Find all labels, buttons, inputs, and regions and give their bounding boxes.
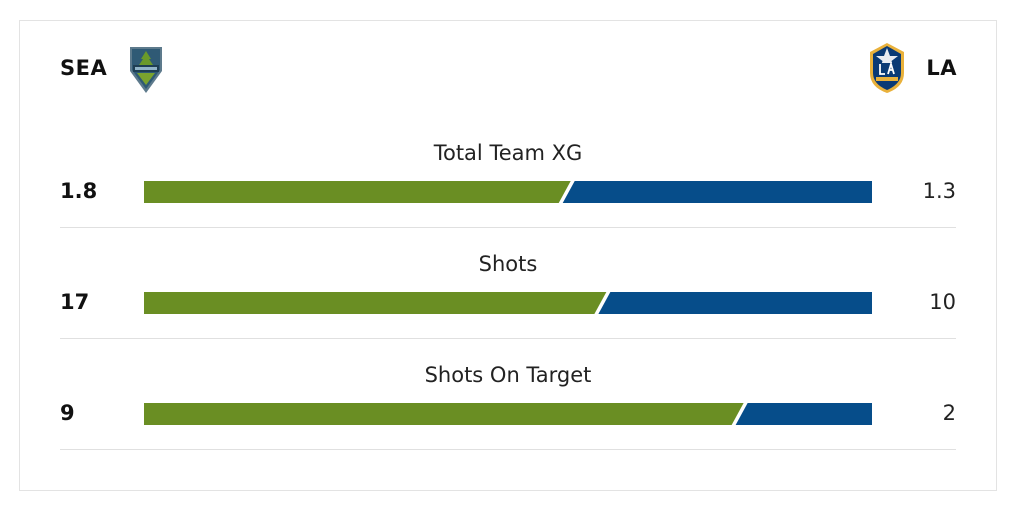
- away-stat-value: 2: [942, 401, 956, 425]
- row-divider: [60, 227, 956, 228]
- row-divider: [60, 449, 956, 450]
- away-bar-segment: [562, 181, 872, 203]
- home-bar-segment: [144, 181, 571, 203]
- home-team-abbr: SEA: [60, 56, 108, 80]
- stat-label: Shots: [478, 252, 538, 276]
- away-stat-value: 1.3: [922, 179, 956, 203]
- comparison-bar: [144, 181, 872, 203]
- stat-row-shots-on-target: Shots On Target 9 2: [60, 339, 956, 450]
- galaxy-crest-icon: [870, 43, 905, 93]
- stat-label: Total Team XG: [433, 141, 583, 165]
- away-team: LA: [868, 40, 957, 96]
- home-stat-value: 1.8: [60, 179, 98, 203]
- away-team-abbr: LA: [926, 56, 957, 80]
- stat-row-total-team-xg: Total Team XG 1.8 1.3: [60, 117, 956, 228]
- away-bar-segment: [735, 403, 872, 425]
- home-team: SEA: [60, 40, 165, 96]
- sounders-crest-icon: [130, 47, 163, 93]
- comparison-bar: [144, 292, 872, 314]
- stat-row-shots: Shots 17 10: [60, 228, 956, 339]
- home-bar-segment: [144, 403, 744, 425]
- away-stat-value: 10: [929, 290, 956, 314]
- stat-label: Shots On Target: [424, 363, 592, 387]
- home-bar-segment: [144, 292, 607, 314]
- away-bar-segment: [598, 292, 872, 314]
- comparison-bar: [144, 403, 872, 425]
- home-stat-value: 17: [60, 290, 90, 314]
- home-stat-value: 9: [60, 401, 75, 425]
- row-divider: [60, 338, 956, 339]
